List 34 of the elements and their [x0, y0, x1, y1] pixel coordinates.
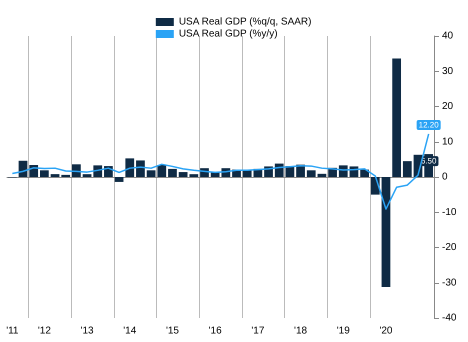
bar: [189, 174, 198, 177]
x-tick-label: '17: [251, 326, 265, 336]
bar: [382, 177, 390, 287]
bar: [50, 174, 60, 177]
y-tick-label: 30: [442, 66, 454, 77]
x-tick-label: '12: [38, 326, 52, 336]
x-tick-label: '19: [336, 326, 350, 336]
x-tick-label: '16: [208, 326, 222, 336]
bar: [392, 58, 402, 177]
y-tick-label: 0: [442, 172, 448, 182]
bar: [168, 168, 177, 177]
y-tick-label: 20: [442, 101, 454, 112]
data-label: 12.20: [418, 120, 440, 130]
x-tick-label: '20: [379, 326, 393, 336]
y-tick-label: -40: [442, 312, 457, 324]
legend-label: USA Real GDP (%y/y): [178, 28, 278, 40]
x-tick-label: '18: [294, 326, 308, 336]
bar: [157, 165, 166, 177]
bar: [18, 160, 28, 177]
bar: [40, 170, 49, 177]
bar: [306, 170, 316, 177]
x-tick-label: '11: [6, 326, 19, 336]
x-tick-label: '15: [166, 326, 180, 336]
y-tick-label: 10: [442, 136, 454, 148]
bar: [178, 172, 188, 177]
bar: [402, 161, 412, 177]
x-tick-label: '13: [80, 326, 94, 336]
y-tick-label: -10: [442, 206, 457, 218]
x-tick-label: '14: [123, 326, 137, 336]
y-tick-label: 40: [442, 30, 454, 42]
y-tick-label: -30: [442, 277, 457, 288]
bar: [114, 177, 124, 182]
y-tick-label: -20: [442, 242, 457, 253]
legend-label: USA Real GDP (%q/q, SAAR): [178, 16, 312, 28]
